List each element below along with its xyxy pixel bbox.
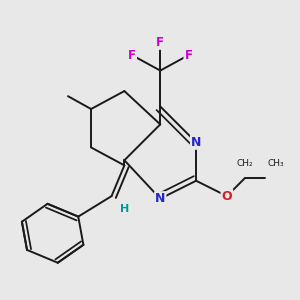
Text: F: F <box>156 36 164 49</box>
Text: N: N <box>191 136 201 149</box>
Text: F: F <box>128 49 136 62</box>
Text: H: H <box>120 204 129 214</box>
Text: CH₃: CH₃ <box>268 159 284 168</box>
Text: O: O <box>222 190 232 202</box>
Text: CH₂: CH₂ <box>236 159 253 168</box>
Text: N: N <box>155 192 165 205</box>
Text: F: F <box>184 49 192 62</box>
